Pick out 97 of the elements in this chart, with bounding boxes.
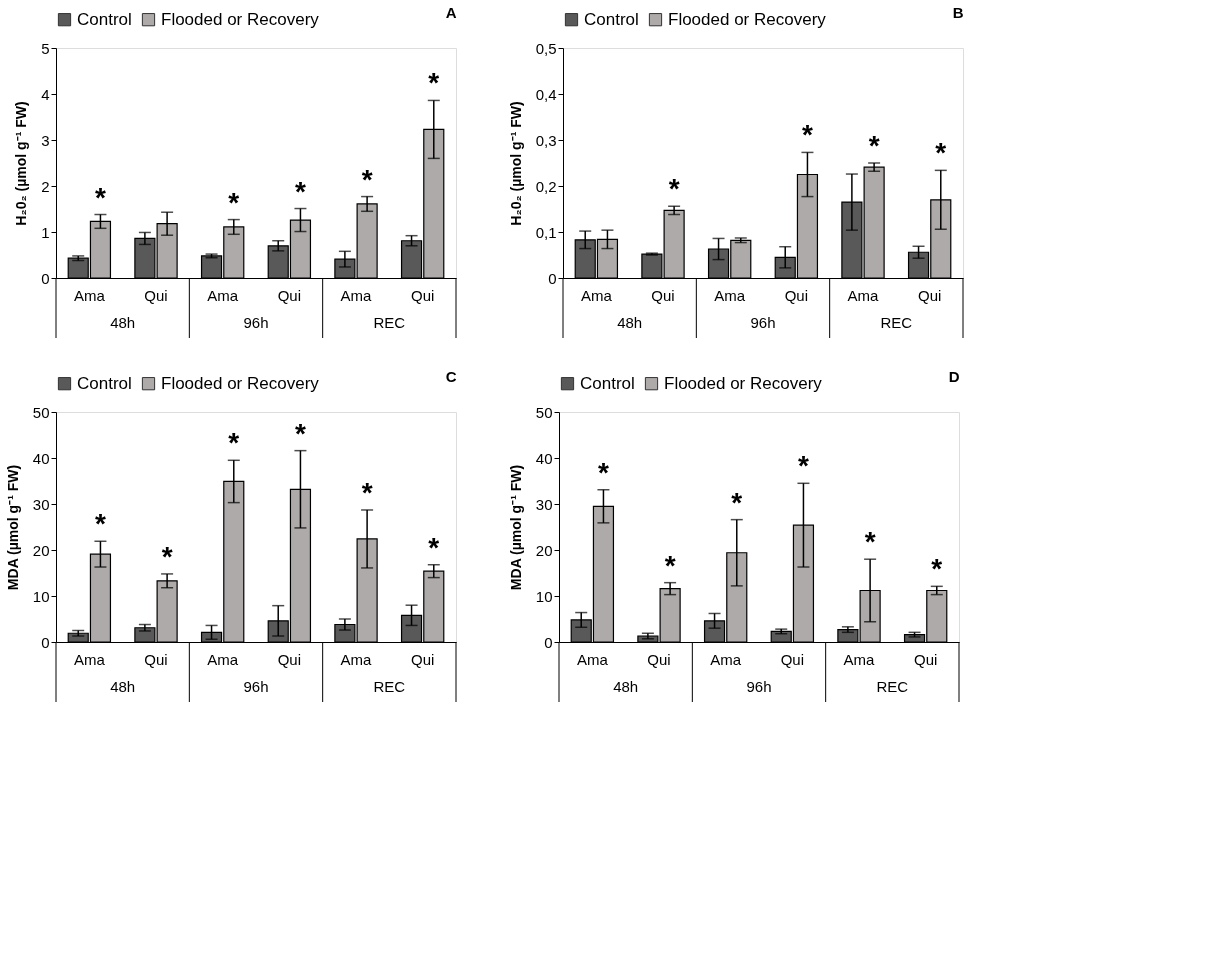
text: 96h — [243, 678, 269, 695]
x-tick-label: Ama — [73, 286, 106, 304]
data-label: * — [797, 450, 809, 482]
data-label: * — [935, 137, 947, 169]
y-tick-label: 0 — [548, 269, 557, 287]
data-label: * — [864, 526, 876, 558]
text: 96h — [746, 678, 772, 695]
x-tick-label: Qui — [917, 286, 942, 304]
chart-title: B — [952, 4, 964, 21]
chart-title: D — [948, 368, 960, 385]
legend-label: Flooded or Recovery — [161, 373, 320, 393]
data-label: * — [668, 173, 680, 205]
x-tick-label: Ama — [207, 286, 239, 304]
y-axis-title: H₂0₂ (µmol g⁻¹ FW) — [13, 101, 30, 226]
data-label: * — [228, 186, 240, 218]
y-tick-label: 0,1 — [535, 223, 557, 241]
x-tick-label: Qui — [651, 286, 675, 304]
x-tick-label: Qui — [410, 650, 435, 668]
data-label: * — [597, 456, 609, 488]
y-tick-label: 10 — [32, 587, 50, 605]
y-tick-label: 1 — [41, 223, 50, 241]
legend-label: Control — [77, 373, 132, 393]
text: REC — [373, 314, 406, 331]
y-tick-label: 2 — [41, 177, 50, 195]
x-tick-label: Ama — [710, 650, 742, 668]
x-tick-label: Ama — [73, 650, 106, 668]
x-tick-label: Qui — [144, 286, 168, 304]
data-label: * — [731, 486, 743, 518]
x-tick-label: Ama — [340, 286, 373, 304]
y-tick-label: 0,5 — [535, 39, 557, 57]
text: REC — [373, 678, 406, 695]
x-tick-label: Qui — [410, 286, 435, 304]
legend-label: Flooded or Recovery — [668, 9, 827, 29]
data-label: * — [294, 417, 306, 449]
text: 96h — [243, 314, 269, 331]
legend-label: Control — [77, 9, 132, 29]
y-tick-label: 0 — [41, 633, 50, 651]
data-label: * — [94, 508, 106, 540]
data-label: * — [428, 67, 440, 99]
text: REC — [880, 314, 913, 331]
y-tick-label: 3 — [41, 131, 50, 149]
x-tick-label: Qui — [784, 286, 809, 304]
text: 48h — [110, 314, 136, 331]
data-label: * — [664, 549, 676, 581]
y-tick-label: 50 — [535, 403, 553, 421]
text: REC — [876, 678, 909, 695]
x-tick-label: Qui — [277, 286, 302, 304]
y-tick-label: 50 — [32, 403, 50, 421]
text: 48h — [613, 678, 639, 695]
legend-label: Control — [584, 9, 639, 29]
x-tick-label: Ama — [207, 650, 239, 668]
y-tick-label: 10 — [535, 587, 553, 605]
x-tick-label: Ama — [576, 650, 609, 668]
y-axis-title: MDA (µmol g⁻¹ FW) — [507, 464, 524, 591]
y-tick-label: 30 — [535, 495, 553, 513]
y-tick-label: 0 — [544, 633, 553, 651]
x-tick-label: Ama — [340, 650, 373, 668]
data-label: * — [161, 540, 173, 572]
y-tick-label: 20 — [32, 541, 50, 559]
x-tick-label: Ama — [847, 286, 880, 304]
y-tick-label: 0,4 — [535, 85, 557, 103]
data-label: * — [931, 553, 943, 585]
data-label: * — [868, 130, 880, 161]
y-tick-label: 5 — [41, 39, 50, 57]
y-tick-label: 20 — [535, 541, 553, 559]
x-tick-label: Ama — [580, 286, 613, 304]
x-tick-label: Qui — [647, 650, 671, 668]
y-tick-label: 30 — [32, 495, 50, 513]
legend-label: Control — [580, 373, 635, 393]
text: 48h — [110, 678, 136, 695]
x-tick-label: Qui — [780, 650, 805, 668]
y-tick-label: 4 — [41, 85, 50, 103]
x-tick-label: Qui — [277, 650, 302, 668]
y-tick-label: 40 — [32, 449, 50, 467]
x-tick-label: Qui — [144, 650, 168, 668]
data-label: * — [428, 531, 440, 563]
y-axis-title: MDA (µmol g⁻¹ FW) — [4, 464, 21, 591]
x-tick-label: Qui — [913, 650, 938, 668]
data-label: * — [801, 119, 813, 151]
y-tick-label: 0,2 — [535, 177, 557, 195]
x-tick-label: Ama — [714, 286, 746, 304]
y-axis-title: H₂0₂ (µmol g⁻¹ FW) — [507, 101, 524, 226]
text: 48h — [617, 314, 643, 331]
legend-label: Flooded or Recovery — [664, 373, 823, 393]
data-label: * — [228, 427, 240, 459]
chart-title: A — [445, 4, 457, 21]
y-tick-label: 0 — [41, 269, 50, 287]
data-label: * — [361, 476, 373, 508]
data-label: * — [294, 175, 306, 207]
data-label: * — [361, 163, 373, 195]
data-label: * — [94, 181, 106, 213]
chart-title: C — [445, 368, 457, 385]
y-tick-label: 40 — [535, 449, 553, 467]
legend-label: Flooded or Recovery — [161, 9, 320, 29]
y-tick-label: 0,3 — [535, 131, 557, 149]
x-tick-label: Ama — [843, 650, 876, 668]
text: 96h — [750, 314, 776, 331]
